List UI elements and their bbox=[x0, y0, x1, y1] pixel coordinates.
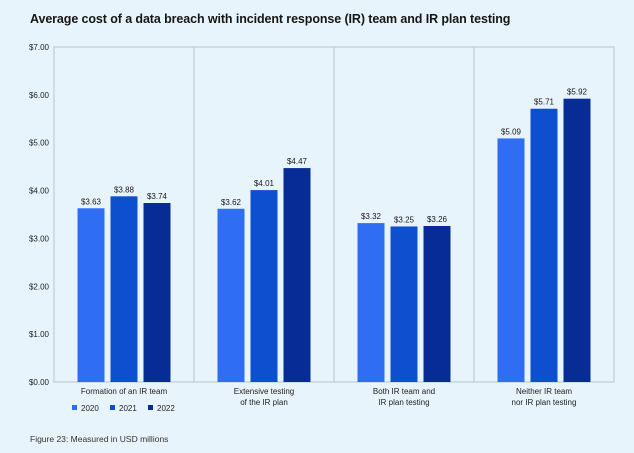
bar bbox=[143, 203, 171, 382]
x-category-label: Extensive testing bbox=[234, 387, 294, 396]
bar-value-label: $4.01 bbox=[254, 179, 275, 188]
bar bbox=[77, 208, 105, 382]
bar-value-label: $3.74 bbox=[147, 192, 168, 201]
y-tick-label: $1.00 bbox=[29, 330, 50, 339]
y-tick-label: $5.00 bbox=[29, 139, 50, 148]
y-tick-label: $7.00 bbox=[29, 43, 50, 52]
bar-value-label: $5.71 bbox=[534, 98, 555, 107]
footnote: Figure 23: Measured in USD millions bbox=[30, 434, 169, 444]
y-tick-label: $3.00 bbox=[29, 234, 50, 243]
bar bbox=[217, 208, 245, 382]
chart-title: Average cost of a data breach with incid… bbox=[30, 12, 511, 26]
bar bbox=[390, 226, 418, 382]
y-tick-label: $0.00 bbox=[29, 378, 50, 387]
bar bbox=[283, 168, 311, 382]
x-category-label: nor IR plan testing bbox=[512, 398, 577, 407]
legend-label: 2020 bbox=[81, 404, 99, 413]
bar-value-label: $3.63 bbox=[81, 197, 102, 206]
y-tick-label: $2.00 bbox=[29, 282, 50, 291]
bar-value-label: $3.32 bbox=[361, 212, 382, 221]
bar bbox=[530, 108, 558, 382]
bar-value-label: $5.92 bbox=[567, 88, 588, 97]
bar bbox=[250, 190, 278, 382]
legend-swatch bbox=[148, 405, 153, 410]
bar bbox=[423, 225, 451, 382]
legend-label: 2022 bbox=[157, 404, 175, 413]
bar bbox=[110, 196, 138, 382]
x-category-label: of the IR plan bbox=[240, 398, 288, 407]
legend-label: 2021 bbox=[119, 404, 137, 413]
bar-value-label: $3.62 bbox=[221, 198, 242, 207]
bar-value-label: $3.25 bbox=[394, 215, 415, 224]
x-category-label: Neither IR team bbox=[516, 387, 572, 396]
legend-swatch bbox=[110, 405, 115, 410]
x-category-label: Both IR team and bbox=[373, 387, 435, 396]
x-category-label: IR plan testing bbox=[378, 398, 429, 407]
bar bbox=[563, 98, 591, 382]
y-tick-label: $6.00 bbox=[29, 91, 50, 100]
bar bbox=[357, 223, 385, 382]
bar-value-label: $5.09 bbox=[501, 127, 522, 136]
bar-value-label: $3.88 bbox=[114, 185, 135, 194]
y-tick-label: $4.00 bbox=[29, 187, 50, 196]
legend-swatch bbox=[72, 405, 77, 410]
bar bbox=[497, 138, 525, 382]
bar-value-label: $4.47 bbox=[287, 157, 308, 166]
x-category-label: Formation of an IR team bbox=[81, 387, 168, 396]
bar-value-label: $3.26 bbox=[427, 215, 448, 224]
